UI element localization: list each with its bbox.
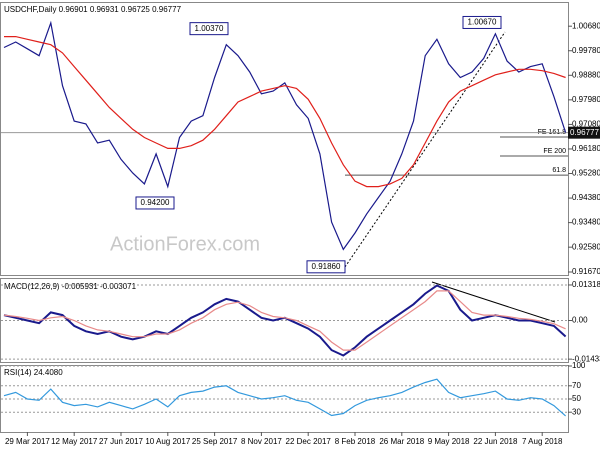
x-tick-label: 7 Aug 2018 <box>522 437 563 446</box>
y-tick-label: 0.013184 <box>572 280 600 289</box>
series-line <box>4 36 566 188</box>
y-tick-label: 0.95280 <box>572 169 600 178</box>
annotation-label: 0.91860 <box>312 262 341 271</box>
x-tick-label: 22 Dec 2017 <box>286 437 332 446</box>
y-tick-label: 0.93480 <box>572 218 600 227</box>
annotation-box <box>189 22 229 36</box>
y-tick-label: 0.94380 <box>572 193 600 202</box>
y-tick-label: 100 <box>572 361 586 370</box>
macd-title: MACD(12,26,9) -0.005931 -0.003071 <box>4 282 137 291</box>
price-panel <box>0 2 569 276</box>
x-tick-label: 12 May 2017 <box>51 437 98 446</box>
x-tick-label: 25 Sep 2017 <box>192 437 238 446</box>
annotation-box <box>135 196 175 210</box>
y-tick-label: -0.014339 <box>572 354 600 363</box>
chart-title: USDCHF,Daily 0.96901 0.96931 0.96725 0.9… <box>4 5 182 14</box>
y-tick-label: 0.92580 <box>572 242 600 251</box>
y-tick-label: 0.98880 <box>572 70 600 79</box>
last-price-box <box>568 126 600 139</box>
x-tick-label: 9 May 2018 <box>428 437 470 446</box>
y-tick-label: 0.96180 <box>572 144 600 153</box>
annotation-box <box>306 260 346 274</box>
watermark: ActionForex.com <box>110 233 260 255</box>
macd-trend-line <box>431 281 556 323</box>
y-tick-label: 0.00 <box>572 316 588 325</box>
x-tick-label: 10 Aug 2017 <box>145 437 190 446</box>
level-label: 61.8 <box>552 167 566 174</box>
y-tick-label: 0.97980 <box>572 95 600 104</box>
x-tick-label: 22 Jun 2018 <box>473 437 518 446</box>
series-line <box>3 290 566 351</box>
trend-line <box>344 31 506 268</box>
x-tick-label: 29 Mar 2017 <box>5 437 50 446</box>
rsi-title: RSI(14) 24.4080 <box>4 368 63 377</box>
y-tick-label: 0.97080 <box>572 120 600 129</box>
x-tick-label: 27 Jun 2017 <box>99 437 144 446</box>
annotation-box <box>462 15 502 29</box>
annotation-label: 1.00670 <box>468 18 497 27</box>
last-price-label: 0.96777 <box>570 128 599 137</box>
y-tick-label: 50 <box>572 394 581 403</box>
series-line <box>3 20 567 251</box>
y-tick-label: 1.00680 <box>572 21 600 30</box>
annotation-label: 1.00370 <box>195 24 224 33</box>
y-tick-label: 0.91670 <box>572 267 600 276</box>
x-tick-label: 8 Feb 2018 <box>335 437 376 446</box>
y-tick-label: 70 <box>572 381 581 390</box>
y-tick-label: 30 <box>572 407 581 416</box>
x-tick-label: 8 Nov 2017 <box>241 437 282 446</box>
x-tick-label: 26 Mar 2018 <box>379 437 424 446</box>
series-line <box>3 378 566 417</box>
y-tick-label: 0.99780 <box>572 46 600 55</box>
annotation-label: 0.94200 <box>141 198 170 207</box>
level-label: FE 200 <box>543 148 566 155</box>
